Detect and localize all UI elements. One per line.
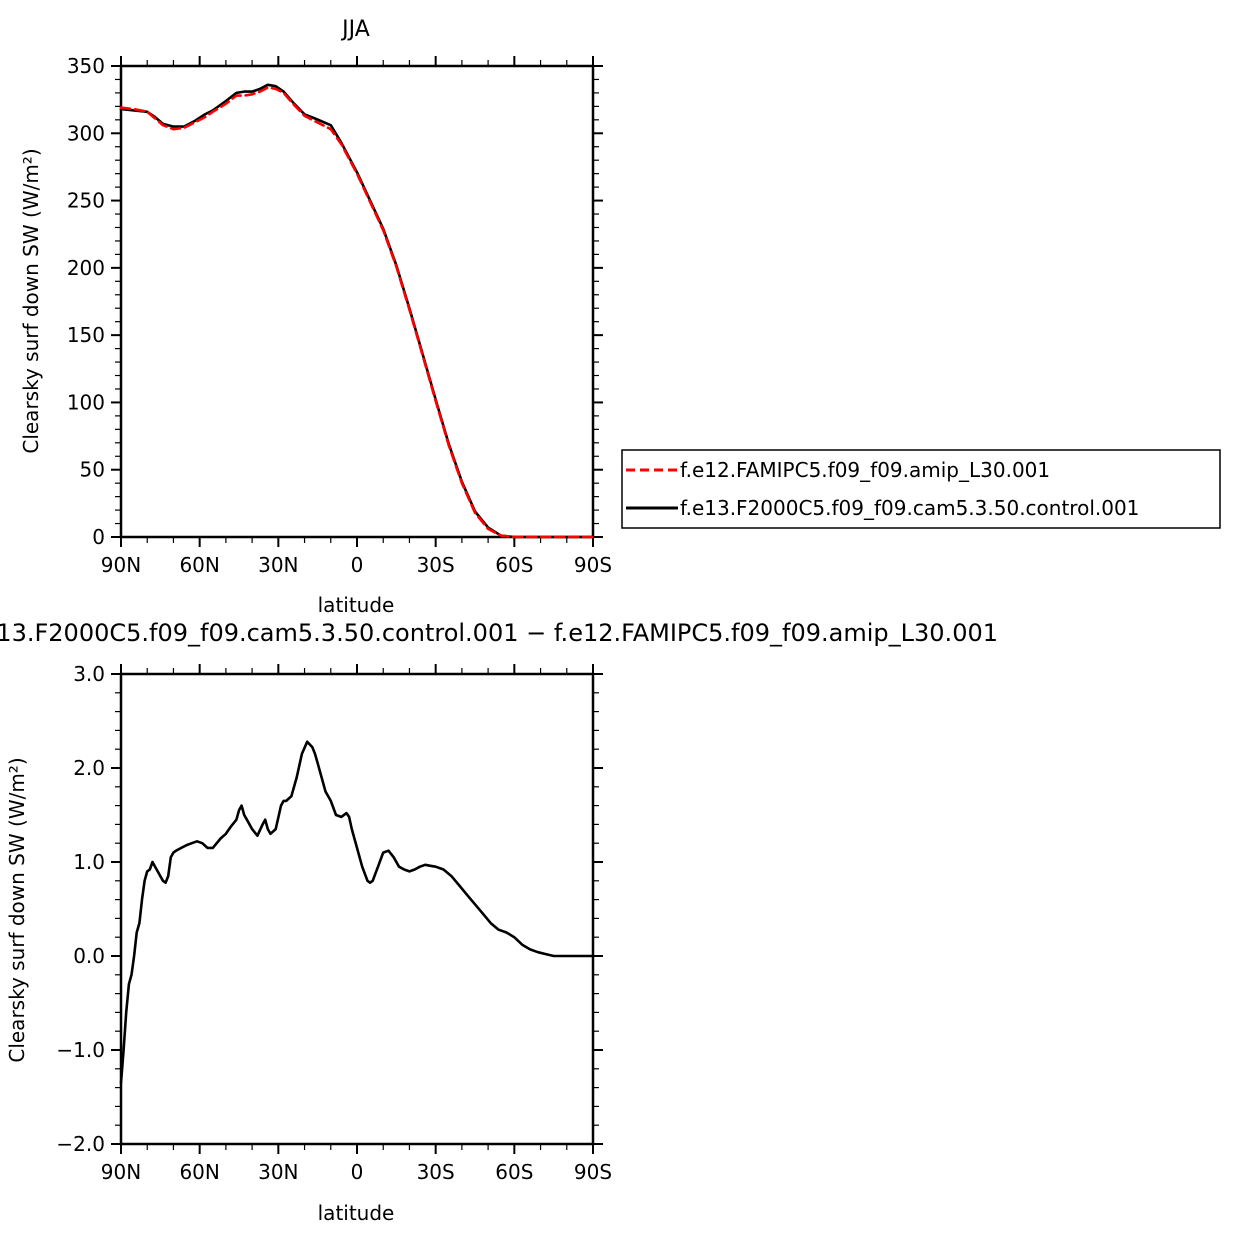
top-plot-frame (119, 64, 595, 539)
top-y-axis-label: Clearsky surf down SW (W/m²) (19, 148, 43, 453)
top-y-tick-label: 200 (67, 256, 105, 280)
top-y-tick-label: 300 (67, 121, 105, 145)
top-chart-panel: JJA 90N 60N 30N 0 30S 60S 90S 0 50 100 150 200 250 30… (19, 17, 612, 617)
top-y-tick-label: 100 (67, 390, 105, 414)
bottom-plot-area: 90N 60N 30N 0 30S 60S 90S −2.0 −1.0 0.0 1.0 2.0 3.0 (56, 662, 612, 1184)
bottom-y-tick-label: −1.0 (56, 1038, 105, 1062)
top-y-tick-label: 50 (80, 458, 105, 482)
top-x-tick-label: 0 (351, 553, 364, 577)
bottom-y-tick-label: 0.0 (73, 944, 105, 968)
bottom-x-tick-label: 90N (101, 1160, 141, 1184)
top-x-axis-label: latitude (318, 593, 395, 617)
bottom-y-tick-label: −2.0 (56, 1132, 105, 1156)
bottom-x-tick-label: 60N (179, 1160, 219, 1184)
legend-label-control: f.e13.F2000C5.f09_f09.cam5.3.50.control.… (680, 496, 1139, 520)
bottom-x-tick-label: 90S (574, 1160, 612, 1184)
top-x-tick-label: 90N (101, 553, 141, 577)
bottom-x-tick-label: 0 (351, 1160, 364, 1184)
legend-label-amip: f.e12.FAMIPC5.f09_f09.amip_L30.001 (680, 458, 1050, 482)
legend: f.e12.FAMIPC5.f09_f09.amip_L30.001 f.e13… (621, 449, 1221, 529)
bottom-plot-frame (119, 672, 595, 1146)
bottom-chart-panel: f.e13.F2000C5.f09_f09.cam5.3.50.control.… (0, 619, 998, 1225)
top-y-tick-label: 150 (67, 323, 105, 347)
bottom-x-tick-label: 30S (417, 1160, 455, 1184)
top-plot-area: 90N 60N 30N 0 30S 60S 90S 0 50 100 150 200 250 300 350 (67, 54, 612, 577)
bottom-x-axis-label: latitude (318, 1201, 395, 1225)
top-x-tick-label: 30N (258, 553, 298, 577)
top-y-tick-label: 350 (67, 54, 105, 78)
bottom-x-tick-label: 30N (258, 1160, 298, 1184)
top-series-line-0 (119, 86, 595, 539)
bottom-x-tick-label: 60S (495, 1160, 533, 1184)
top-x-tick-label: 60N (179, 553, 219, 577)
top-x-tick-label: 90S (574, 553, 612, 577)
bottom-y-tick-label: 3.0 (73, 662, 105, 686)
top-y-tick-label: 0 (92, 525, 105, 549)
bottom-chart-title: f.e13.F2000C5.f09_f09.cam5.3.50.control.… (0, 619, 998, 647)
legend-box (621, 449, 1221, 529)
top-x-tick-label: 30S (417, 553, 455, 577)
top-x-tick-label: 60S (495, 553, 533, 577)
top-series-line-1 (119, 83, 595, 539)
bottom-y-tick-label: 2.0 (73, 756, 105, 780)
bottom-y-axis-label: Clearsky surf down SW (W/m²) (5, 757, 29, 1062)
top-chart-title: JJA (340, 17, 370, 42)
bottom-series-line-0 (119, 740, 595, 1085)
top-y-tick-label: 250 (67, 189, 105, 213)
bottom-y-tick-label: 1.0 (73, 850, 105, 874)
